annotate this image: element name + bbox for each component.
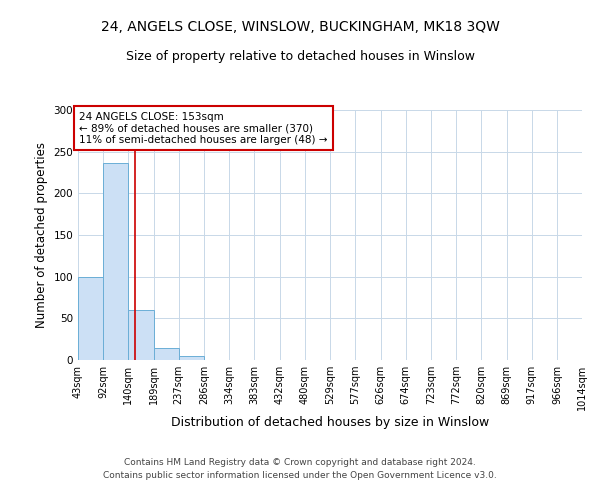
Text: 24, ANGELS CLOSE, WINSLOW, BUCKINGHAM, MK18 3QW: 24, ANGELS CLOSE, WINSLOW, BUCKINGHAM, M… xyxy=(101,20,499,34)
Bar xyxy=(154,348,179,360)
Text: Size of property relative to detached houses in Winslow: Size of property relative to detached ho… xyxy=(125,50,475,63)
Bar xyxy=(128,310,154,360)
Y-axis label: Number of detached properties: Number of detached properties xyxy=(35,142,48,328)
Text: 24 ANGELS CLOSE: 153sqm
← 89% of detached houses are smaller (370)
11% of semi-d: 24 ANGELS CLOSE: 153sqm ← 89% of detache… xyxy=(79,112,328,145)
Bar xyxy=(179,356,204,360)
Bar xyxy=(78,276,103,360)
Bar xyxy=(103,162,128,360)
X-axis label: Distribution of detached houses by size in Winslow: Distribution of detached houses by size … xyxy=(171,416,489,428)
Text: Contains HM Land Registry data © Crown copyright and database right 2024.
Contai: Contains HM Land Registry data © Crown c… xyxy=(103,458,497,480)
